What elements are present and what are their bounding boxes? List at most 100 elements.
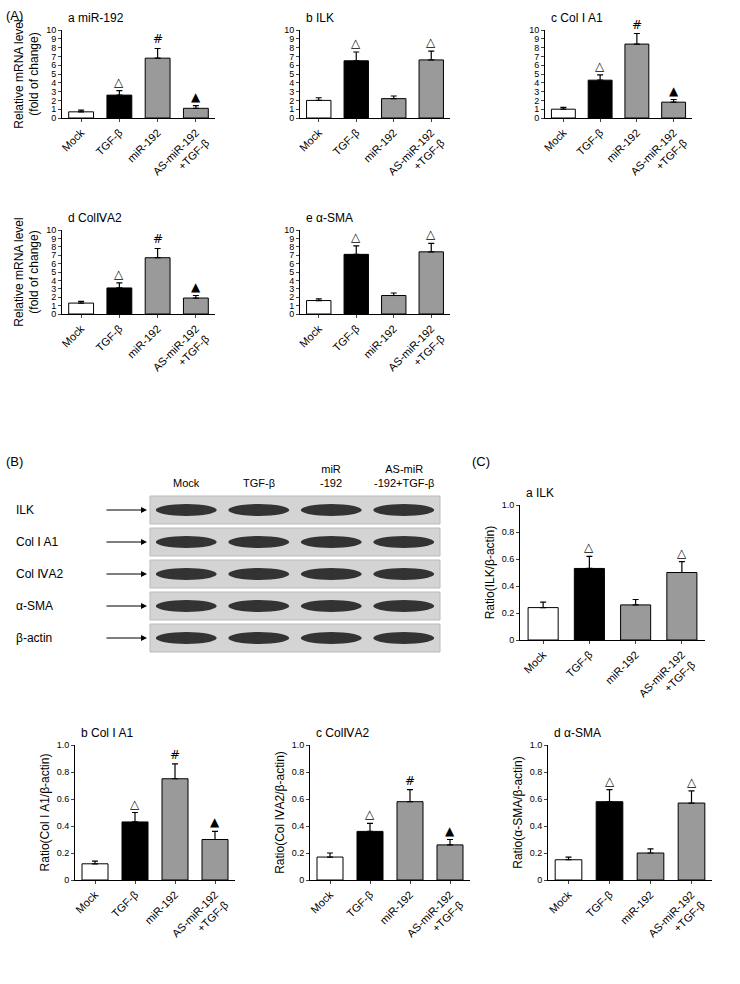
svg-text:5: 5 xyxy=(289,267,294,277)
svg-text:△: △ xyxy=(426,227,436,241)
svg-text:▲: ▲ xyxy=(669,84,679,98)
svg-text:Mock: Mock xyxy=(297,322,324,349)
svg-text:△: △ xyxy=(687,775,697,789)
svg-text:6: 6 xyxy=(51,60,56,70)
svg-text:AS-miR-192+TGF-β: AS-miR-192+TGF-β xyxy=(169,889,230,950)
svg-text:3: 3 xyxy=(51,284,56,294)
svg-text:0.8: 0.8 xyxy=(530,767,543,777)
svg-text:(A): (A) xyxy=(6,8,23,23)
svg-text:TGF-β: TGF-β xyxy=(330,323,361,354)
svg-text:c ColⅣA2: c ColⅣA2 xyxy=(316,726,369,740)
svg-text:(C): (C) xyxy=(472,454,490,469)
svg-text:Mock: Mock xyxy=(521,648,548,675)
svg-text:Relative mRNA level(fold of ch: Relative mRNA level(fold of change) xyxy=(12,19,42,128)
svg-text:9: 9 xyxy=(289,234,294,244)
svg-text:Mock: Mock xyxy=(59,322,86,349)
svg-text:5: 5 xyxy=(51,69,56,79)
svg-text:Ratio(Col Ⅰ A1/β-actin): Ratio(Col Ⅰ A1/β-actin) xyxy=(38,754,52,872)
svg-text:9: 9 xyxy=(534,34,539,44)
svg-text:1: 1 xyxy=(289,301,294,311)
svg-text:7: 7 xyxy=(51,52,56,62)
svg-text:2: 2 xyxy=(289,292,294,302)
svg-text:0.6: 0.6 xyxy=(292,794,305,804)
svg-text:2: 2 xyxy=(534,96,539,106)
svg-text:Relative mRNA level(fold of ch: Relative mRNA level(fold of change) xyxy=(12,217,42,326)
svg-text:1.0: 1.0 xyxy=(57,740,70,750)
svg-text:0: 0 xyxy=(289,309,294,319)
svg-text:AS-miR-192+TGF-β: AS-miR-192+TGF-β xyxy=(628,127,689,188)
svg-text:β-actin: β-actin xyxy=(16,631,52,645)
svg-text:miR-192: miR-192 xyxy=(603,649,641,687)
svg-text:10: 10 xyxy=(46,25,56,35)
svg-text:7: 7 xyxy=(534,52,539,62)
svg-text:#: # xyxy=(405,774,415,788)
svg-text:b ILK: b ILK xyxy=(306,11,334,25)
svg-text:1: 1 xyxy=(51,301,56,311)
svg-text:3: 3 xyxy=(289,87,294,97)
svg-text:Mock: Mock xyxy=(297,126,324,153)
svg-text:10: 10 xyxy=(46,225,56,235)
svg-text:8: 8 xyxy=(289,242,294,252)
svg-text:0.4: 0.4 xyxy=(502,581,515,591)
svg-text:▲: ▲ xyxy=(191,280,201,294)
svg-text:AS-miR-192+TGF-β: AS-miR-192+TGF-β xyxy=(404,889,465,950)
svg-text:0: 0 xyxy=(537,875,542,885)
svg-text:9: 9 xyxy=(51,234,56,244)
svg-text:8: 8 xyxy=(51,242,56,252)
svg-text:a ILK: a ILK xyxy=(526,486,554,500)
svg-text:TGF-β: TGF-β xyxy=(584,889,615,920)
svg-text:α-SMA: α-SMA xyxy=(16,599,53,613)
svg-text:b Col Ⅰ A1: b Col Ⅰ A1 xyxy=(81,726,134,740)
svg-text:6: 6 xyxy=(289,259,294,269)
svg-text:TGF-β: TGF-β xyxy=(94,323,125,354)
svg-text:0.8: 0.8 xyxy=(57,767,70,777)
svg-text:Mock: Mock xyxy=(173,477,200,489)
svg-text:1.0: 1.0 xyxy=(530,740,543,750)
svg-text:6: 6 xyxy=(534,60,539,70)
svg-text:c Col Ⅰ A1: c Col Ⅰ A1 xyxy=(551,11,603,25)
svg-text:miR-192: miR-192 xyxy=(618,889,656,927)
svg-text:miR-192: miR-192 xyxy=(125,323,163,361)
svg-text:0.2: 0.2 xyxy=(57,848,70,858)
svg-text:7: 7 xyxy=(289,250,294,260)
svg-text:TGF-β: TGF-β xyxy=(564,649,595,680)
svg-text:Ratio(α-SMA/β-actin): Ratio(α-SMA/β-actin) xyxy=(511,756,525,869)
svg-text:4: 4 xyxy=(289,276,294,286)
svg-text:0.8: 0.8 xyxy=(502,527,515,537)
svg-text:Ratio(Col ⅣA2/β-actin): Ratio(Col ⅣA2/β-actin) xyxy=(273,751,287,874)
svg-text:d ColⅣA2: d ColⅣA2 xyxy=(68,211,122,225)
svg-text:8: 8 xyxy=(534,43,539,53)
svg-text:△: △ xyxy=(130,797,140,811)
svg-text:TGF-β: TGF-β xyxy=(109,889,140,920)
svg-text:△: △ xyxy=(365,807,375,821)
svg-text:1: 1 xyxy=(51,104,56,114)
svg-text:TGF-β: TGF-β xyxy=(94,127,125,158)
svg-text:0: 0 xyxy=(299,875,304,885)
svg-text:Mock: Mock xyxy=(547,888,574,915)
svg-text:△: △ xyxy=(351,36,361,50)
svg-text:4: 4 xyxy=(51,78,56,88)
svg-text:miR-192: miR-192 xyxy=(320,463,342,489)
svg-text:2: 2 xyxy=(289,96,294,106)
svg-text:8: 8 xyxy=(289,43,294,53)
svg-text:0: 0 xyxy=(51,309,56,319)
svg-text:miR-192: miR-192 xyxy=(361,127,399,165)
svg-text:4: 4 xyxy=(534,78,539,88)
svg-text:AS-miR-192+TGF-β: AS-miR-192+TGF-β xyxy=(150,127,211,188)
svg-text:△: △ xyxy=(605,774,615,788)
svg-text:e α-SMA: e α-SMA xyxy=(306,211,353,225)
svg-text:Mock: Mock xyxy=(59,126,86,153)
svg-text:4: 4 xyxy=(289,78,294,88)
svg-text:△: △ xyxy=(351,230,361,244)
svg-text:0.4: 0.4 xyxy=(292,821,305,831)
svg-text:10: 10 xyxy=(529,25,539,35)
svg-text:TGF-β: TGF-β xyxy=(330,127,361,158)
svg-text:Col Ⅰ A1: Col Ⅰ A1 xyxy=(16,535,59,549)
svg-text:Mock: Mock xyxy=(73,888,100,915)
svg-text:miR-192: miR-192 xyxy=(142,889,180,927)
svg-text:3: 3 xyxy=(51,87,56,97)
svg-text:▲: ▲ xyxy=(210,815,220,829)
svg-text:4: 4 xyxy=(51,276,56,286)
svg-text:0: 0 xyxy=(534,113,539,123)
svg-text:d α-SMA: d α-SMA xyxy=(554,726,601,740)
